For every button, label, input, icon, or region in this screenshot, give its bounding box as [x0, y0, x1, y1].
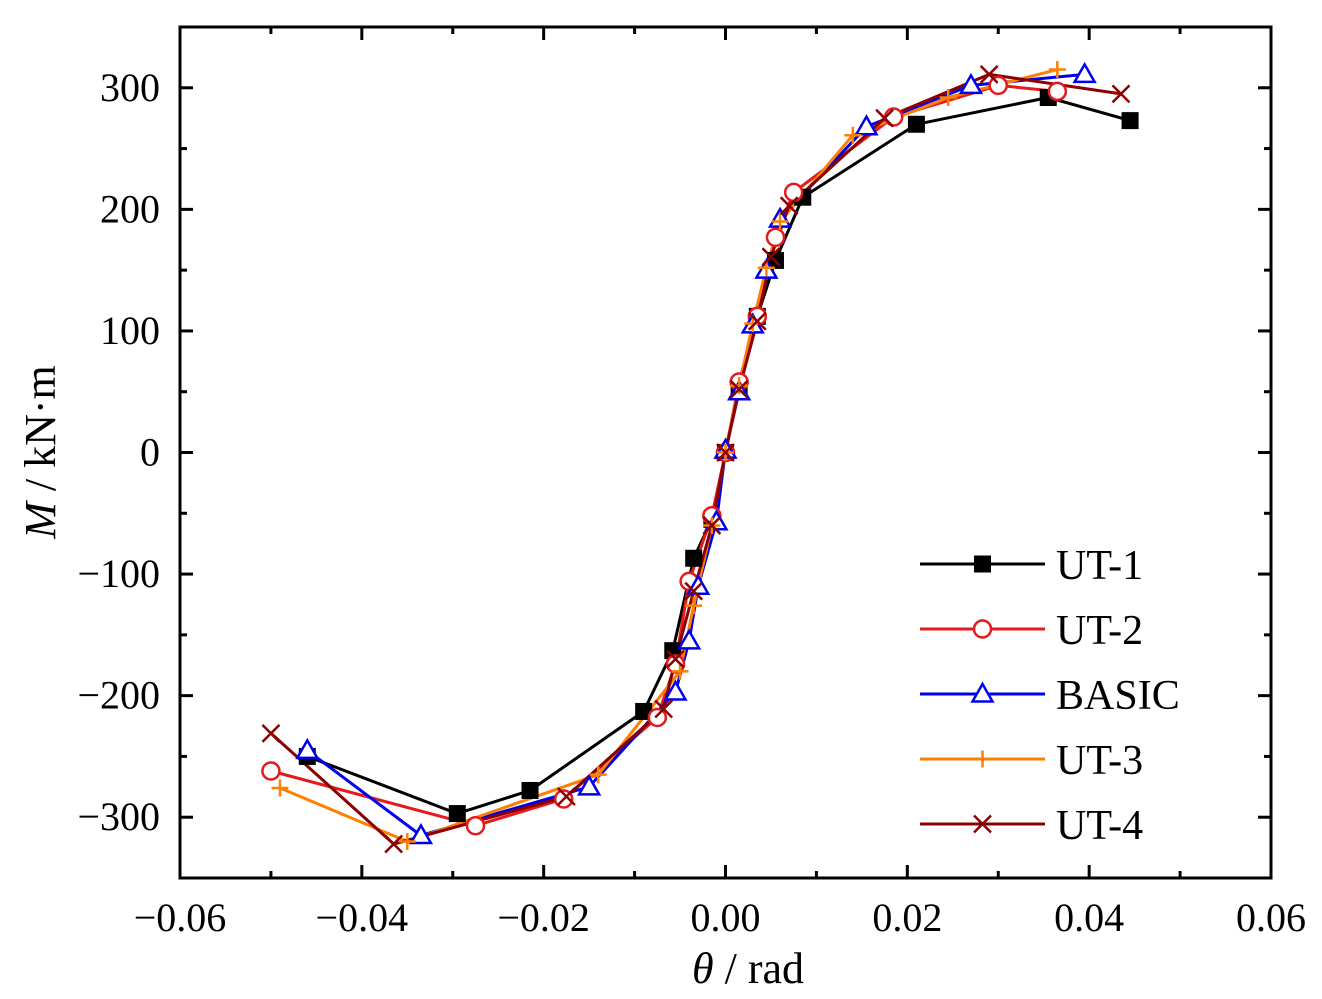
y-axis-unit: / kN·m [16, 365, 65, 502]
x-tick-label: −0.02 [497, 895, 590, 940]
y-tick-label: 0 [140, 430, 160, 475]
data-point-ut-4 [761, 247, 781, 267]
legend-label-basic: BASIC [1056, 673, 1180, 719]
data-point-ut-4 [684, 581, 704, 601]
x-tick-label: 0.02 [872, 895, 942, 940]
data-point-basic [958, 72, 984, 95]
y-tick-label: −100 [77, 551, 160, 596]
data-point-ut-1 [685, 549, 703, 567]
data-point-basic [576, 774, 602, 796]
x-axis-symbol: θ [692, 944, 714, 993]
data-point-ut-2 [765, 227, 786, 248]
data-point-ut-4 [979, 65, 999, 84]
data-point-ut-4 [666, 649, 685, 669]
data-point-ut-3 [671, 662, 689, 680]
data-point-ut-4 [261, 723, 281, 743]
y-tick-label: −200 [77, 673, 160, 718]
x-tick-label: 0.00 [691, 895, 761, 940]
data-point-ut-3 [271, 779, 289, 797]
y-tick-label: 100 [100, 308, 160, 353]
legend-marker-ut-2 [972, 619, 993, 639]
x-tick-label: −0.06 [134, 895, 227, 940]
data-point-ut-1 [1121, 112, 1139, 130]
data-point-basic [408, 822, 434, 845]
data-point-basic [854, 114, 879, 136]
data-point-ut-4 [654, 699, 674, 719]
data-point-ut-4 [702, 516, 722, 535]
x-tick-label: −0.04 [316, 895, 409, 940]
data-point-ut-1 [521, 781, 539, 799]
data-point-ut-1 [907, 115, 925, 133]
data-point-ut-4 [747, 311, 767, 331]
data-point-basic [663, 679, 688, 701]
data-point-ut-4 [875, 108, 894, 128]
x-tick-labels: −0.06 −0.04 −0.02 0.00 0.02 0.04 0.06 [134, 895, 1306, 940]
data-point-ut-4 [1111, 84, 1131, 104]
x-axis-title: θ / rad [692, 944, 804, 993]
data-point-ut-2 [261, 761, 281, 781]
y-tick-labels: −300 −200 −100 0 100 200 300 [77, 65, 160, 839]
data-point-ut-4 [779, 196, 799, 216]
data-point-ut-2 [647, 707, 668, 728]
data-point-ut-3 [844, 126, 862, 144]
data-point-ut-4 [716, 443, 735, 462]
x-tick-label: 0.04 [1054, 895, 1124, 940]
y-axis-symbol: M [16, 500, 65, 540]
legend-marker-ut-4 [973, 814, 992, 834]
marker-layer [261, 61, 1139, 854]
data-point-ut-3 [685, 597, 703, 615]
legend-label-ut-1: UT-1 [1056, 543, 1143, 589]
legend-label-ut-3: UT-3 [1056, 738, 1143, 784]
legend-marker-ut-1 [974, 555, 991, 573]
legend-marker-basic [970, 681, 995, 703]
data-point-ut-4 [557, 787, 576, 806]
data-point-ut-4 [384, 834, 404, 854]
data-point-basic [676, 628, 702, 650]
data-point-ut-2 [465, 815, 486, 836]
data-point-ut-2 [1047, 81, 1068, 102]
data-point-ut-3 [771, 213, 789, 231]
y-axis-title: M / kN·m [16, 365, 65, 540]
y-tick-label: 300 [100, 65, 160, 110]
data-point-ut-2 [988, 75, 1008, 96]
y-tick-label: 200 [100, 186, 160, 231]
tick-layer [178, 25, 1273, 880]
x-axis-unit: / rad [714, 944, 804, 993]
data-point-ut-3 [589, 766, 607, 784]
legend-label-ut-2: UT-2 [1056, 608, 1143, 654]
data-point-ut-3 [398, 833, 416, 851]
data-point-ut-4 [729, 379, 749, 399]
y-tick-label: −300 [77, 794, 160, 839]
data-point-ut-3 [939, 89, 957, 107]
legend-label-ut-4: UT-4 [1056, 803, 1143, 849]
data-point-ut-3 [1048, 61, 1066, 79]
legend-marker-ut-3 [974, 750, 991, 768]
data-point-basic [295, 737, 320, 760]
data-point-ut-2 [783, 182, 804, 203]
data-point-ut-3 [730, 377, 748, 395]
data-point-basic [1072, 61, 1097, 84]
data-point-ut-1 [448, 805, 466, 823]
legend: UT-1 UT-2 BASIC UT-3 UT-4 [920, 543, 1180, 849]
x-tick-label: 0.06 [1236, 895, 1306, 940]
